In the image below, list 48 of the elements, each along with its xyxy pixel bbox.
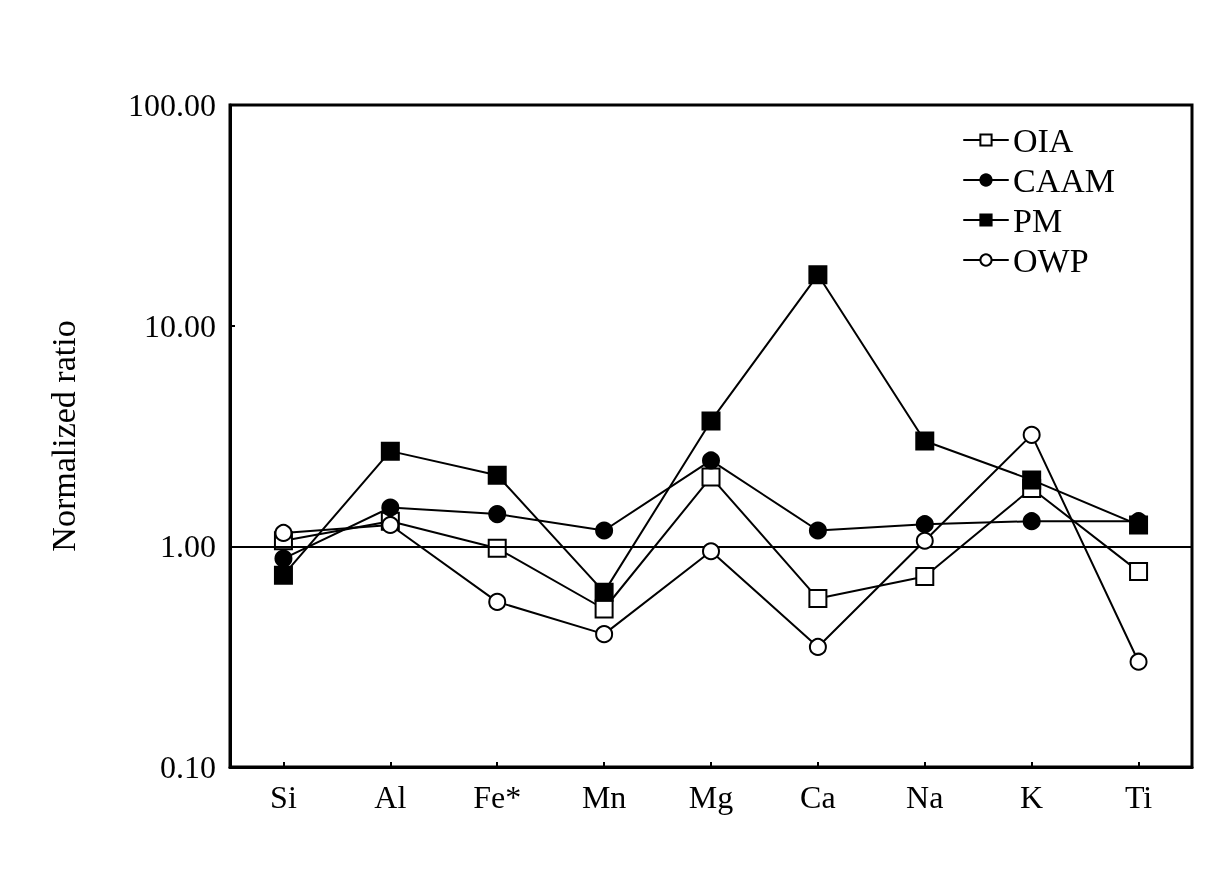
y-tick-label: 10.00 bbox=[144, 307, 216, 344]
y-tick-label: 1.00 bbox=[160, 528, 216, 565]
point bbox=[915, 431, 935, 451]
legend-label: OWP bbox=[1012, 241, 1089, 279]
x-tick-label: Na bbox=[906, 779, 944, 815]
point bbox=[487, 465, 507, 485]
point bbox=[808, 589, 828, 609]
point bbox=[702, 542, 720, 561]
point bbox=[702, 451, 720, 470]
point bbox=[594, 582, 614, 602]
point bbox=[808, 521, 827, 540]
point bbox=[915, 531, 934, 550]
x-tick-label: Mg bbox=[688, 779, 734, 815]
legend-label: CAAM bbox=[1012, 161, 1116, 199]
y-tick-label: 0.10 bbox=[160, 749, 216, 785]
x-tick-label: Al bbox=[374, 779, 407, 815]
point bbox=[274, 523, 293, 542]
point bbox=[915, 566, 935, 586]
point bbox=[488, 592, 507, 611]
point bbox=[808, 637, 827, 656]
point bbox=[274, 549, 293, 568]
point bbox=[1129, 652, 1148, 671]
x-tick-label: Fe* bbox=[473, 779, 522, 815]
x-tick-label: Mn bbox=[581, 779, 627, 815]
point bbox=[915, 515, 934, 534]
legend-label: PM bbox=[1012, 201, 1063, 239]
point bbox=[808, 265, 828, 285]
point bbox=[701, 467, 721, 487]
point bbox=[1022, 470, 1042, 490]
point bbox=[380, 441, 400, 461]
point bbox=[1129, 561, 1149, 581]
x-tick-label: Ca bbox=[800, 779, 836, 815]
point bbox=[1022, 512, 1041, 531]
point bbox=[594, 599, 614, 619]
point bbox=[273, 565, 293, 585]
point bbox=[701, 411, 721, 431]
point bbox=[381, 498, 400, 517]
x-tick-label: K bbox=[1020, 779, 1044, 815]
x-tick-label: Si bbox=[270, 779, 297, 815]
point bbox=[1022, 425, 1041, 444]
legend-label: OIA bbox=[1012, 121, 1074, 159]
point bbox=[595, 521, 614, 540]
point bbox=[488, 505, 507, 524]
point bbox=[1129, 515, 1149, 535]
point bbox=[595, 625, 614, 644]
x-tick-label: Ti bbox=[1124, 779, 1153, 815]
y-tick-label: 100.00 bbox=[128, 87, 216, 123]
y-axis-title: Normalized ratio bbox=[44, 320, 82, 552]
